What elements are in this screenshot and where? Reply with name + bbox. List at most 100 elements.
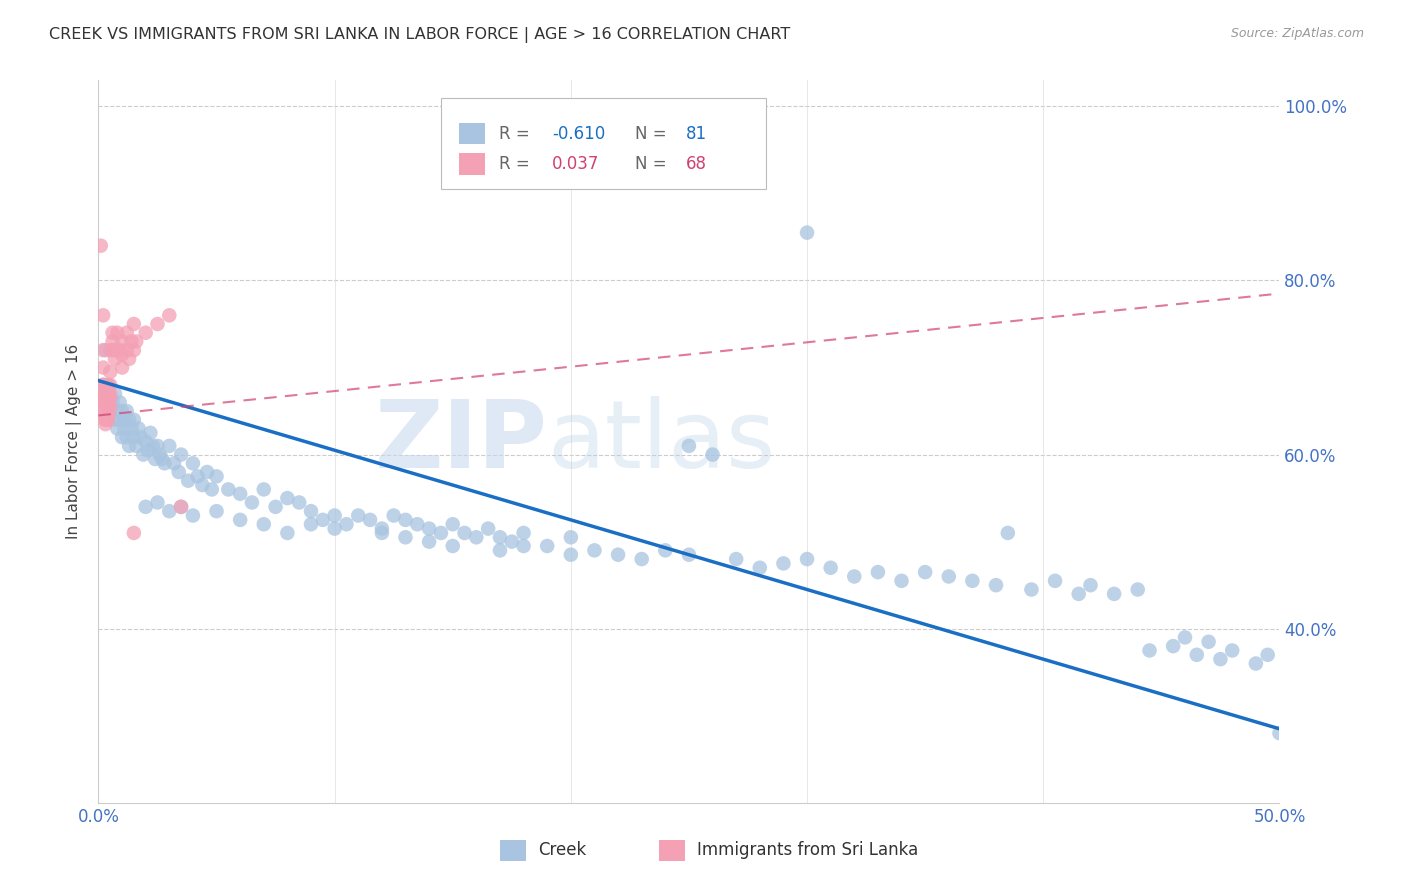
Point [101,326,124,340]
Point [136,443,159,458]
Point [201,483,224,497]
Point [772,557,794,571]
Point [1209,652,1232,666]
Text: CREEK VS IMMIGRANTS FROM SRI LANKA IN LABOR FORCE | AGE > 16 CORRELATION CHART: CREEK VS IMMIGRANTS FROM SRI LANKA IN LA… [49,27,790,43]
Point [866,565,889,579]
Point [98,404,121,418]
Point [157,308,180,322]
Point [163,456,186,470]
Point [323,522,346,536]
Point [1043,574,1066,588]
Point [132,448,155,462]
Point [98,400,121,414]
Point [122,413,145,427]
Text: 68: 68 [685,155,706,173]
Point [115,326,138,340]
Point [97,404,120,418]
Point [229,487,252,501]
Point [997,525,1019,540]
Point [1174,631,1197,645]
Text: Immigrants from Sri Lanka: Immigrants from Sri Lanka [697,841,918,859]
Point [217,483,239,497]
Point [135,500,157,514]
Point [264,500,287,514]
Point [98,386,121,401]
Point [205,469,228,483]
Point [441,539,464,553]
Point [406,517,429,532]
Point [583,543,606,558]
Point [382,508,405,523]
Point [94,409,117,423]
Point [1268,726,1291,740]
Point [112,421,135,435]
Point [94,417,117,431]
Point [129,430,152,444]
Point [128,421,150,435]
Point [560,548,582,562]
Point [560,530,582,544]
Point [94,404,117,418]
Point [105,343,128,358]
FancyBboxPatch shape [501,840,526,861]
Point [91,343,114,358]
Point [914,565,936,579]
Point [323,508,346,523]
Point [98,343,121,358]
Point [97,391,120,405]
Point [844,569,866,583]
Point [796,226,818,240]
Point [512,525,534,540]
Text: N =: N = [634,155,666,173]
Point [153,456,176,470]
Point [97,391,120,405]
Point [111,360,134,375]
Point [240,495,263,509]
Point [91,378,114,392]
Point [371,522,394,536]
Point [430,525,453,540]
Text: -0.610: -0.610 [553,125,605,143]
Point [146,439,169,453]
Point [108,343,131,358]
FancyBboxPatch shape [458,123,485,145]
Point [1021,582,1043,597]
Point [118,439,141,453]
Point [1161,639,1184,653]
Point [97,378,120,392]
Point [142,439,165,453]
Point [94,413,117,427]
Point [536,539,558,553]
Point [94,391,117,405]
Point [630,552,652,566]
Point [167,465,190,479]
Point [125,334,148,349]
Point [890,574,912,588]
Point [125,439,148,453]
Point [97,409,120,423]
Point [1257,648,1279,662]
Point [157,504,180,518]
Point [678,548,700,562]
Point [101,343,124,358]
Point [1244,657,1267,671]
Point [187,469,209,483]
Point [170,500,193,514]
Point [101,395,124,409]
Point [104,343,127,358]
Point [512,539,534,553]
Point [98,391,121,405]
Point [347,508,370,523]
Point [146,495,169,509]
Point [97,413,120,427]
Point [146,317,169,331]
Point [1185,648,1208,662]
Point [195,465,218,479]
Text: 81: 81 [685,125,707,143]
Point [94,413,117,427]
Point [702,448,724,462]
Point [418,522,440,536]
Point [118,351,141,366]
Point [97,386,120,401]
Point [115,404,138,418]
